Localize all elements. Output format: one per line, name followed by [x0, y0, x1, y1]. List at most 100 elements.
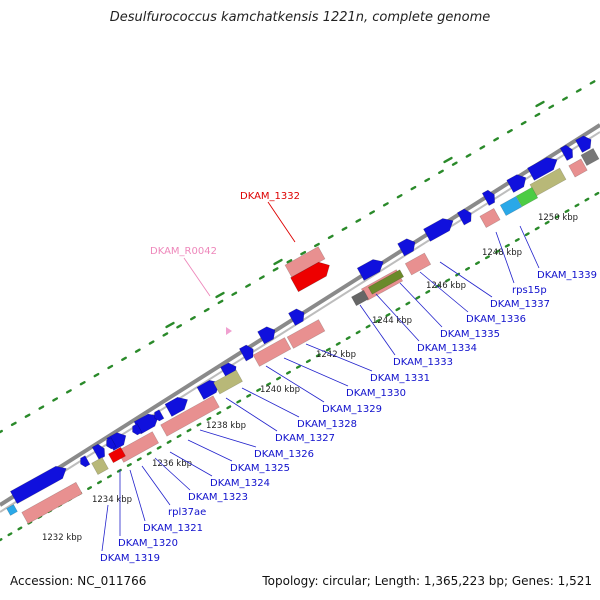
- inner-scale-tick: [345, 336, 351, 340]
- inner-scale-tick: [355, 330, 361, 335]
- forward-gene-arrow: [132, 423, 143, 436]
- scale-label-kbp: 1246 kbp: [426, 281, 466, 291]
- gene-label: DKAM_1332: [240, 191, 300, 202]
- gene-label-leader: [495, 231, 515, 284]
- inner-scale-tick: [256, 388, 262, 392]
- outer-scale-tick: [589, 80, 596, 85]
- outer-scale-tick: [38, 405, 45, 410]
- inner-scale-tick: [246, 393, 252, 398]
- inner-scale-tick: [186, 428, 192, 433]
- outer-scale-tick: [10, 421, 17, 427]
- inner-scale-tick: [136, 457, 142, 462]
- forward-gene-arrow: [238, 344, 254, 362]
- outer-scale-tick: [369, 210, 376, 215]
- gene-label-leader: [199, 429, 257, 448]
- inner-scale-tick: [305, 359, 311, 364]
- gene-label-leader: [101, 504, 109, 552]
- forward-gene-arrow: [257, 326, 276, 345]
- inner-scale-tick: [87, 486, 93, 490]
- outer-scale-tick: [176, 324, 183, 329]
- inner-scale-tick: [126, 463, 132, 467]
- rna-marker: [226, 327, 232, 335]
- inner-scale-tick: [285, 370, 291, 375]
- gene-label-leader: [141, 465, 171, 506]
- inner-scale-tick: [574, 203, 580, 208]
- inner-scale-tick: [335, 341, 341, 346]
- outer-scale-tick: [355, 218, 362, 223]
- gene-label: DKAM_1333: [393, 357, 453, 368]
- outer-scale-tick: [258, 275, 265, 280]
- inner-scale-tick: [196, 422, 202, 427]
- outer-scale-tick: [0, 429, 3, 434]
- inner-scale-tick: [524, 232, 530, 237]
- inner-scale-tick: [465, 266, 471, 271]
- inner-scale-tick: [425, 289, 431, 294]
- grey-feature-box: [351, 289, 369, 307]
- genome-stats-label: Topology: circular; Length: 1,365,223 bp…: [262, 574, 592, 588]
- outer-scale-tick: [382, 202, 389, 207]
- outer-scale-tick: [79, 381, 86, 386]
- inner-scale-tick: [385, 313, 391, 317]
- inner-scale-tick: [504, 243, 510, 248]
- inner-scale-tick: [325, 347, 331, 352]
- gene-label: DKAM_1329: [322, 404, 382, 415]
- inner-scale-tick: [206, 416, 212, 421]
- outer-scale-tick: [341, 226, 348, 231]
- accession-label: Accession: NC_011766: [10, 574, 147, 588]
- scale-label-kbp: 1242 kbp: [316, 350, 356, 360]
- scale-label-kbp: 1236 kbp: [152, 459, 192, 469]
- outer-scale-tick: [548, 104, 555, 109]
- forward-gene-arrow: [164, 396, 189, 417]
- outer-scale-tick: [189, 316, 196, 321]
- outer-scale-tick: [272, 267, 279, 272]
- gene-label-leader: [399, 282, 443, 328]
- gene-label-leader: [187, 439, 233, 462]
- inner-scale-tick: [17, 526, 23, 531]
- gene-label: DKAM_1327: [275, 433, 335, 444]
- forward-gene-arrow: [288, 308, 305, 326]
- forward-gene-arrow: [356, 259, 384, 281]
- inner-scale-tick: [375, 318, 381, 323]
- gene-label-leader: [129, 469, 146, 522]
- outer-scale-tick: [300, 250, 307, 256]
- outer-scale-tick: [506, 129, 513, 134]
- inner-scale-tick: [484, 255, 490, 260]
- inner-scale-tick: [395, 307, 401, 312]
- outer-scale-tick: [327, 234, 334, 240]
- gene-label-leader: [154, 457, 191, 491]
- forward-gene-arrow: [527, 157, 558, 181]
- gene-label-leader: [283, 357, 349, 387]
- forward-gene-arrow: [423, 218, 454, 242]
- reverse-cds-box: [160, 395, 220, 437]
- gene-label: DKAM_1323: [188, 492, 248, 503]
- inner-scale-tick: [295, 364, 301, 369]
- inner-scale-tick: [554, 214, 560, 219]
- dkam-1332-arrow: [290, 261, 330, 293]
- forward-gene-arrow: [154, 409, 165, 422]
- outer-scale-tick: [286, 259, 293, 264]
- gene-label: DKAM_1335: [440, 329, 500, 340]
- gene-label-leader: [241, 387, 300, 418]
- outer-scale-tick: [121, 356, 127, 361]
- outer-scale-tick: [203, 307, 210, 313]
- outer-scale-tick: [148, 340, 155, 345]
- inner-scale-tick: [315, 353, 321, 358]
- gene-label: DKAM_1334: [417, 343, 477, 354]
- gene-label: DKAM_1339: [537, 270, 597, 281]
- outer-scale-tick: [93, 372, 100, 378]
- major-scale-tick: [165, 321, 175, 329]
- forward-gene-arrow: [559, 144, 574, 161]
- outer-scale-tick: [534, 112, 541, 118]
- major-scale-tick: [215, 291, 225, 299]
- inner-scale-tick: [514, 238, 520, 242]
- inner-scale-tick: [276, 376, 282, 381]
- outer-scale-tick: [231, 291, 238, 296]
- outer-scale-tick: [562, 96, 568, 101]
- major-scale-tick: [273, 258, 283, 266]
- inner-scale-tick: [534, 226, 540, 231]
- forward-gene-arrow: [91, 443, 106, 460]
- outer-scale-tick: [396, 194, 403, 199]
- gene-label: DKAM_1337: [490, 299, 550, 310]
- outer-scale-tick: [493, 137, 500, 142]
- gene-label-leader: [519, 225, 540, 269]
